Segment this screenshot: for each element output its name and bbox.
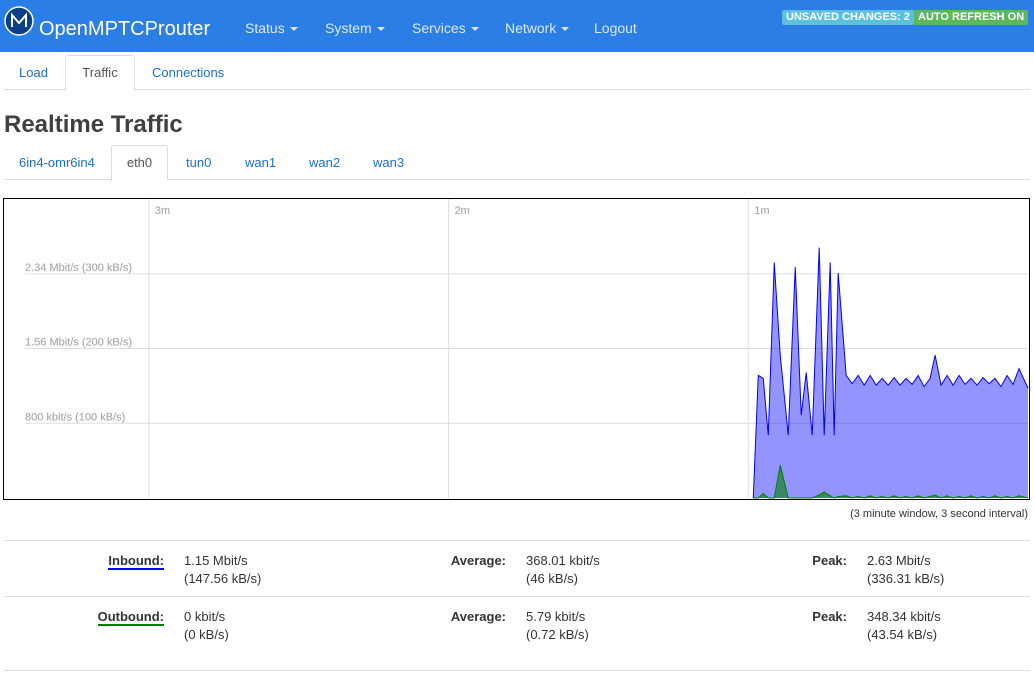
stat-value-kb: (336.31 kB/s) <box>867 571 945 586</box>
iface-tab[interactable]: wan1 <box>245 155 277 170</box>
menu-label: Logout <box>594 20 637 36</box>
tab-active[interactable]: Traffic <box>65 55 135 91</box>
stat-value: 368.01 kbit/s <box>526 553 600 568</box>
iface-rule <box>4 179 1030 180</box>
menu-label: Network <box>505 20 557 36</box>
refresh-badge[interactable]: AUTO REFRESH ON <box>914 10 1029 25</box>
iface-tab[interactable]: tun0 <box>186 155 212 170</box>
stats-label: Inbound: <box>44 553 164 570</box>
stats-label: Outbound: <box>44 609 164 626</box>
stat-value: 2.63 Mbit/s <box>867 553 931 568</box>
iface-tab[interactable]: wan3 <box>373 155 405 170</box>
stat-value-kb: (0 kB/s) <box>184 627 229 642</box>
stats-rule <box>4 670 1030 671</box>
stat-value: 1.15 Mbit/s <box>184 553 248 568</box>
brand[interactable]: OpenMPTCProuter <box>39 18 211 40</box>
tab[interactable]: Load <box>19 65 48 80</box>
stat-value-kb: (147.56 kB/s) <box>184 571 262 586</box>
traffic-chart: 3m 2m 1m 800 kbit/s (100 kB/s) 1.56 Mbit/s (… <box>3 198 1030 500</box>
menu-system[interactable]: System <box>325 20 385 36</box>
series-line <box>753 464 1029 499</box>
series-legend: Inbound: <box>108 553 164 570</box>
series-line <box>752 247 1029 499</box>
y-tick-label: 800 kbit/s (100 kB/s) <box>25 411 125 423</box>
stat-value: 348.34 kbit/s <box>867 609 941 624</box>
menu-label: System <box>325 20 372 36</box>
iface-tab[interactable]: wan2 <box>309 155 341 170</box>
tab-rule <box>4 89 1030 90</box>
stat-value: 0 kbit/s <box>184 609 226 624</box>
unsaved-badge[interactable]: UNSAVED CHANGES: 2 <box>782 10 914 25</box>
menu-services[interactable]: Services <box>412 20 479 36</box>
stats-rule <box>4 540 1030 541</box>
series-legend: Outbound: <box>97 609 164 626</box>
page-title: Realtime Traffic <box>4 111 183 138</box>
x-tick-label: 3m <box>155 205 170 217</box>
stats-rule <box>4 596 1030 597</box>
stat-value-kb: (0.72 kB/s) <box>526 627 589 642</box>
menu-status[interactable]: Status <box>245 20 298 36</box>
stat-key: Average: <box>450 553 506 568</box>
chart-note: (3 minute window, 3 second interval) <box>850 508 1028 520</box>
series-area <box>753 247 1028 498</box>
menu-label: Services <box>412 20 466 36</box>
iface-tab[interactable]: 6in4-omr6in4 <box>19 155 95 170</box>
x-tick-label: 2m <box>455 205 470 217</box>
stat-key: Average: <box>450 609 506 624</box>
menu-logout[interactable]: Logout <box>594 20 637 36</box>
menu-network[interactable]: Network <box>505 20 570 36</box>
y-tick-label: 2.34 Mbit/s (300 kB/s) <box>25 262 132 274</box>
header-bar: OpenMPTCProuter Status System Services N… <box>0 0 1034 52</box>
y-tick-label: 1.56 Mbit/s (200 kB/s) <box>25 337 132 349</box>
stat-value: 5.79 kbit/s <box>526 609 586 624</box>
tab[interactable]: Connections <box>152 65 225 80</box>
stat-value-kb: (46 kB/s) <box>526 571 579 586</box>
logo <box>4 6 34 36</box>
menu-label: Status <box>245 20 285 36</box>
iface-tab-active[interactable]: eth0 <box>111 145 168 181</box>
stat-key: Peak: <box>812 609 847 624</box>
stat-value-kb: (43.54 kB/s) <box>867 627 938 642</box>
stat-key: Peak: <box>812 553 847 568</box>
x-tick-label: 1m <box>754 205 769 217</box>
